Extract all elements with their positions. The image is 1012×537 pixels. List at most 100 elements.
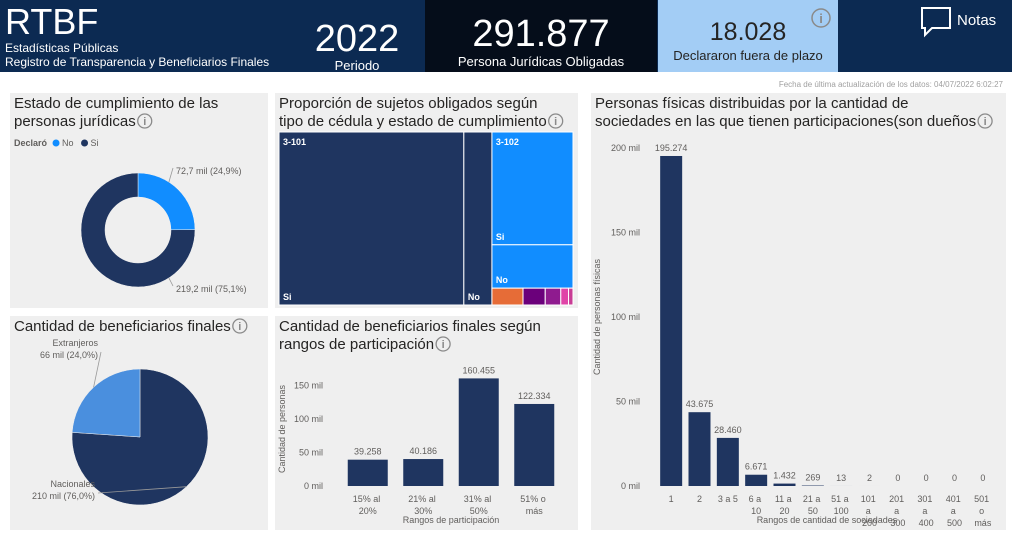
data-label: 13 xyxy=(836,473,846,483)
panel xyxy=(591,93,1006,530)
x-tick-label: 6 a 10 xyxy=(749,494,764,516)
data-label: 122.334 xyxy=(518,391,551,401)
y-tick-label: 0 mil xyxy=(621,481,640,491)
x-axis-label: Rangos de participación xyxy=(403,515,500,525)
leader-line xyxy=(97,486,187,494)
svg-text:i: i xyxy=(819,11,823,26)
data-label: 39.258 xyxy=(354,447,382,457)
x-tick-label: 51 a 100 xyxy=(831,494,851,516)
x-tick-label: 51% o más xyxy=(520,494,548,516)
data-label: 28.460 xyxy=(714,425,742,435)
legend-label: No xyxy=(62,138,74,148)
y-axis-label: Cantidad de personas xyxy=(277,384,287,473)
bar xyxy=(745,474,768,486)
chart-title: Cantidad de beneficiarios finales según … xyxy=(279,318,545,353)
info-icon xyxy=(137,113,153,129)
info-icon-glyph: i xyxy=(238,321,241,333)
treemap-cell xyxy=(463,131,493,306)
data-label: 0 xyxy=(952,473,957,483)
bar xyxy=(347,459,388,486)
treemap-cell xyxy=(560,287,570,306)
cell-label: No xyxy=(496,275,508,285)
leader-line xyxy=(168,277,174,287)
x-tick-label: 21% al 30% xyxy=(408,494,438,516)
info-icon-glyph: i xyxy=(143,116,146,128)
data-label: 72,7 mil (24,9%) xyxy=(176,166,242,176)
data-label: 0 xyxy=(895,473,900,483)
data-label: 0 xyxy=(924,473,929,483)
kpi-box-light xyxy=(658,0,838,72)
app-title: RTBF xyxy=(5,1,98,42)
treemap-cell xyxy=(491,244,574,289)
legend-marker xyxy=(81,139,89,147)
subtitle: Registro de Transparencia y Beneficiario… xyxy=(5,55,269,69)
y-tick-label: 50 mil xyxy=(299,447,323,457)
x-tick-label: 101 a 200 xyxy=(861,494,879,528)
slice-category: Extranjeros xyxy=(52,338,98,348)
treemap-cell xyxy=(522,287,546,306)
bar xyxy=(688,412,711,486)
data-label: 195.274 xyxy=(655,143,688,153)
y-tick-label: 100 mil xyxy=(611,312,640,322)
data-label: 6.671 xyxy=(745,462,768,472)
info-icon xyxy=(977,113,993,129)
x-tick-label: 11 a 20 xyxy=(775,494,794,516)
info-icon-glyph: i xyxy=(442,339,445,351)
treemap-cell xyxy=(491,287,524,306)
x-tick-label: 15% al 20% xyxy=(353,494,383,516)
y-tick-label: 150 mil xyxy=(294,380,323,390)
kpi-value: 291.877 xyxy=(472,13,609,55)
info-icon-glyph: i xyxy=(554,116,557,128)
x-tick-label: 31% al 50% xyxy=(464,494,494,516)
kpi-value: 2022 xyxy=(315,18,400,60)
treemap-cell xyxy=(544,287,562,306)
x-tick-label: 401 a 500 xyxy=(946,494,964,528)
y-tick-label: 0 mil xyxy=(304,481,323,491)
kpi-label: Persona Jurídicas Obligadas xyxy=(458,54,625,69)
treemap-cell xyxy=(568,287,574,306)
group-label: 3-101 xyxy=(283,137,306,147)
group-label: 3-102 xyxy=(496,137,519,147)
x-tick-label: 3 a 5 xyxy=(718,494,738,504)
kpi-label: Declararon fuera de plazo xyxy=(673,48,823,63)
info-icon xyxy=(232,318,248,334)
chart-title: Cantidad de beneficiarios finales xyxy=(14,318,231,335)
data-label: 2 xyxy=(867,473,872,483)
cell-label: Si xyxy=(283,292,292,302)
info-icon xyxy=(548,113,564,129)
x-tick-label: 2 xyxy=(697,494,702,504)
leader-line xyxy=(168,167,174,183)
treemap-cell xyxy=(491,131,574,246)
bar xyxy=(403,459,444,486)
legend-title: Declaró xyxy=(14,138,48,148)
x-tick-label: 301 a 400 xyxy=(917,494,935,528)
subtitle: Estadísticas Públicas xyxy=(5,41,118,55)
data-label: 210 mil (76,0%) xyxy=(32,491,95,501)
slice-category: Nacionales xyxy=(50,479,95,489)
slice xyxy=(71,368,141,438)
data-label: 160.455 xyxy=(462,365,495,375)
info-icon[interactable]: i xyxy=(811,8,831,28)
bar xyxy=(458,378,499,486)
cell-label: Si xyxy=(496,232,505,242)
data-label: 269 xyxy=(805,473,820,483)
bar xyxy=(514,403,555,486)
chart-title: Personas físicas distribuidas por la can… xyxy=(595,95,976,130)
notes-button[interactable]: Notas xyxy=(921,7,996,38)
y-tick-label: 100 mil xyxy=(294,414,323,424)
data-label: 1.432 xyxy=(773,471,796,481)
bar xyxy=(660,155,683,486)
kpi-value: 18.028 xyxy=(710,18,786,46)
data-label: 0 xyxy=(980,473,985,483)
data-label: 43.675 xyxy=(686,399,714,409)
y-tick-label: 200 mil xyxy=(611,143,640,153)
legend-label: Si xyxy=(91,138,99,148)
info-icon-glyph: i xyxy=(984,116,987,128)
x-axis-label: Rangos de cantidad de sociedades xyxy=(757,515,898,525)
data-label: 66 mil (24,0%) xyxy=(40,350,98,360)
x-tick-label: 1 xyxy=(669,494,674,504)
notes-label[interactable]: Notas xyxy=(957,12,996,29)
cell-label: No xyxy=(468,292,480,302)
y-tick-label: 150 mil xyxy=(611,228,640,238)
